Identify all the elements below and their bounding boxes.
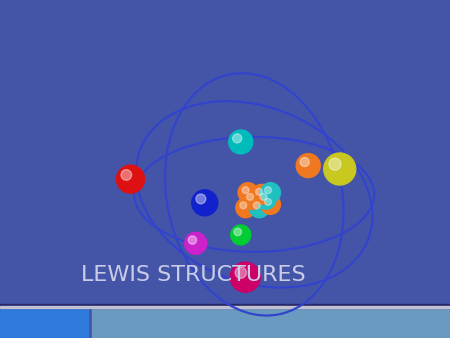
Circle shape [261,183,280,202]
Circle shape [247,193,253,200]
Circle shape [238,183,258,202]
Circle shape [243,190,262,209]
Bar [0,308,450,338]
Circle shape [192,190,218,216]
Bar [0,304,450,308]
Circle shape [235,267,247,279]
Circle shape [252,185,271,204]
Circle shape [230,262,260,292]
Circle shape [256,190,276,209]
Circle shape [324,153,356,185]
Bar [0,308,88,338]
Circle shape [121,170,131,180]
Circle shape [117,165,144,193]
Circle shape [265,187,271,194]
Circle shape [256,188,262,195]
Circle shape [265,198,271,206]
Circle shape [249,198,269,218]
Circle shape [236,198,256,218]
Circle shape [242,187,249,194]
Circle shape [260,193,267,200]
Circle shape [229,130,253,154]
Circle shape [233,134,242,143]
Circle shape [296,153,320,178]
Circle shape [234,228,242,236]
Circle shape [185,232,207,255]
Bar [0,306,450,308]
Circle shape [188,236,197,244]
Circle shape [253,202,260,209]
Circle shape [231,225,251,245]
Text: LEWIS STRUCTURES: LEWIS STRUCTURES [81,265,306,286]
Circle shape [196,194,206,204]
Circle shape [240,202,247,209]
Circle shape [329,158,341,170]
Circle shape [261,195,280,214]
Bar [92,308,450,338]
Circle shape [300,158,309,167]
